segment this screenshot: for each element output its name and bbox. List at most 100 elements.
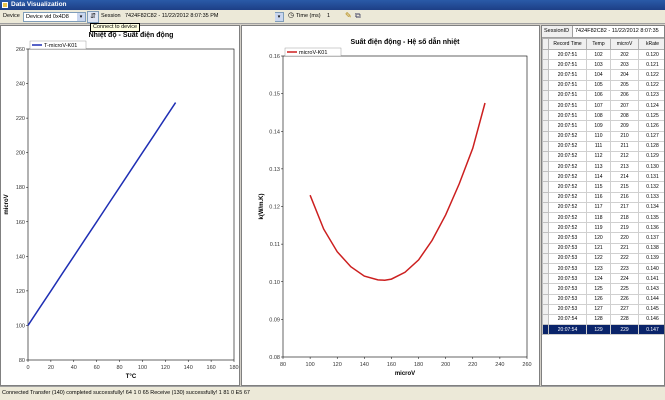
table-cell[interactable]: 110 — [586, 130, 611, 142]
table-cell[interactable]: 213 — [610, 161, 639, 173]
table-cell[interactable]: 20:07:53 — [548, 252, 587, 264]
table-cell[interactable]: 113 — [586, 161, 611, 173]
table-cell[interactable]: 0.121 — [638, 59, 664, 71]
table-cell[interactable]: 0.129 — [638, 150, 664, 163]
device-select[interactable]: Device vid 0x4D8 ▾ — [23, 12, 86, 22]
table-cell[interactable]: 0.127 — [638, 130, 664, 142]
table-cell[interactable]: 228 — [610, 313, 639, 326]
table-cell[interactable]: 0.122 — [638, 79, 664, 91]
session-dropdown[interactable]: ▾ — [275, 12, 284, 22]
table-cell[interactable]: 20:07:52 — [548, 211, 587, 224]
dropdown-arrow-icon[interactable]: ▾ — [77, 13, 85, 21]
table-cell[interactable]: 0.146 — [638, 313, 664, 326]
table-cell[interactable]: 20:07:54 — [548, 313, 587, 326]
table-row[interactable]: 20:07:53 126 226 0.144 — [542, 293, 664, 305]
table-row[interactable]: 20:07:52 115 215 0.132 — [542, 181, 664, 193]
table-cell[interactable]: 211 — [610, 140, 639, 152]
table-cell[interactable]: 217 — [610, 201, 639, 214]
export-icon[interactable]: ⧉ — [355, 11, 361, 20]
table-cell[interactable]: 0.144 — [638, 293, 664, 305]
table-cell[interactable]: 20:07:52 — [548, 161, 587, 173]
table-cell[interactable]: 20:07:51 — [548, 99, 587, 112]
table-cell[interactable]: 20:07:52 — [548, 191, 587, 203]
table-cell[interactable]: 0.134 — [638, 201, 664, 214]
column-header[interactable]: kRate — [638, 38, 664, 50]
table-cell[interactable]: 20:07:53 — [548, 273, 587, 285]
table-cell[interactable]: 20:07:54 — [548, 324, 587, 336]
dropdown-arrow-icon[interactable]: ▾ — [275, 13, 283, 21]
table-cell[interactable]: 0.145 — [638, 303, 664, 315]
column-header[interactable]: microV — [610, 38, 639, 50]
table-cell[interactable]: 216 — [610, 191, 639, 203]
table-cell[interactable]: 214 — [610, 171, 639, 183]
table-row[interactable]: 20:07:52 119 219 0.136 — [542, 222, 664, 234]
table-cell[interactable]: 0.136 — [638, 222, 664, 234]
table-cell[interactable]: 226 — [610, 293, 639, 305]
table-cell[interactable]: 127 — [586, 303, 611, 315]
table-cell[interactable]: 20:07:51 — [548, 59, 587, 71]
table-cell[interactable]: 20:07:51 — [548, 110, 587, 122]
table-cell[interactable]: 0.131 — [638, 171, 664, 183]
table-cell[interactable]: 20:07:52 — [548, 181, 587, 193]
table-row[interactable]: 20:07:51 107 207 0.124 — [542, 99, 664, 112]
table-row[interactable]: 20:07:51 102 202 0.120 — [542, 48, 664, 61]
table-cell[interactable]: 209 — [610, 120, 639, 132]
table-row[interactable]: 20:07:54 128 228 0.146 — [542, 313, 664, 326]
table-cell[interactable]: 221 — [610, 242, 639, 254]
table-cell[interactable]: 218 — [610, 211, 639, 224]
table-cell[interactable]: 227 — [610, 303, 639, 315]
table-cell[interactable]: 0.138 — [638, 242, 664, 254]
table-row[interactable]: 20:07:53 124 224 0.141 — [542, 273, 664, 285]
table-row[interactable]: 20:07:54 129 229 0.147 — [542, 324, 664, 336]
table-cell[interactable]: 112 — [586, 150, 611, 163]
table-row[interactable]: 20:07:52 118 218 0.135 — [542, 211, 664, 224]
table-cell[interactable]: 120 — [586, 232, 611, 244]
table-cell[interactable]: 125 — [586, 283, 611, 295]
table-cell[interactable]: 116 — [586, 191, 611, 203]
table-cell[interactable]: 220 — [610, 232, 639, 244]
table-cell[interactable]: 126 — [586, 293, 611, 305]
table-row[interactable]: 20:07:53 127 227 0.145 — [542, 303, 664, 315]
connect-button[interactable]: ⇵ — [87, 11, 99, 23]
table-cell[interactable]: 20:07:53 — [548, 303, 587, 315]
table-cell[interactable]: 20:07:51 — [548, 48, 587, 61]
table-cell[interactable]: 0.122 — [638, 69, 664, 81]
table-cell[interactable]: 0.130 — [638, 161, 664, 173]
table-cell[interactable]: 20:07:53 — [548, 262, 587, 275]
table-cell[interactable]: 111 — [586, 140, 611, 152]
table-cell[interactable]: 0.133 — [638, 191, 664, 203]
table-cell[interactable]: 124 — [586, 273, 611, 285]
table-cell[interactable]: 102 — [586, 48, 611, 61]
table-cell[interactable]: 20:07:53 — [548, 283, 587, 295]
table-cell[interactable]: 20:07:51 — [548, 89, 587, 101]
table-cell[interactable]: 215 — [610, 181, 639, 193]
table-cell[interactable]: 107 — [586, 99, 611, 112]
table-cell[interactable]: 20:07:52 — [548, 130, 587, 142]
table-row[interactable]: 20:07:51 106 206 0.123 — [542, 89, 664, 101]
column-header[interactable]: Temp — [586, 38, 611, 50]
table-cell[interactable]: 0.143 — [638, 283, 664, 295]
table-cell[interactable]: 0.124 — [638, 99, 664, 112]
table-cell[interactable]: 219 — [610, 222, 639, 234]
time-input[interactable]: 1 — [325, 12, 341, 22]
table-row[interactable]: 20:07:51 105 205 0.122 — [542, 79, 664, 91]
table-cell[interactable]: 0.123 — [638, 89, 664, 101]
table-row[interactable]: 20:07:51 103 203 0.121 — [542, 59, 664, 71]
table-row[interactable]: 20:07:52 117 217 0.134 — [542, 201, 664, 214]
column-header[interactable]: Record Time — [548, 38, 587, 50]
table-cell[interactable]: 206 — [610, 89, 639, 101]
table-cell[interactable]: 203 — [610, 59, 639, 71]
table-cell[interactable]: 20:07:52 — [548, 140, 587, 152]
table-cell[interactable]: 106 — [586, 89, 611, 101]
table-cell[interactable]: 0.137 — [638, 232, 664, 244]
table-row[interactable]: 20:07:53 125 225 0.143 — [542, 283, 664, 295]
table-cell[interactable]: 208 — [610, 110, 639, 122]
table-row[interactable]: 20:07:51 109 209 0.126 — [542, 120, 664, 132]
table-cell[interactable]: 117 — [586, 201, 611, 214]
table-cell[interactable]: 128 — [586, 313, 611, 326]
table-cell[interactable]: 20:07:53 — [548, 232, 587, 244]
table-cell[interactable]: 225 — [610, 283, 639, 295]
table-cell[interactable]: 205 — [610, 79, 639, 91]
table-row[interactable]: 20:07:52 113 213 0.130 — [542, 161, 664, 173]
table-cell[interactable]: 109 — [586, 120, 611, 132]
